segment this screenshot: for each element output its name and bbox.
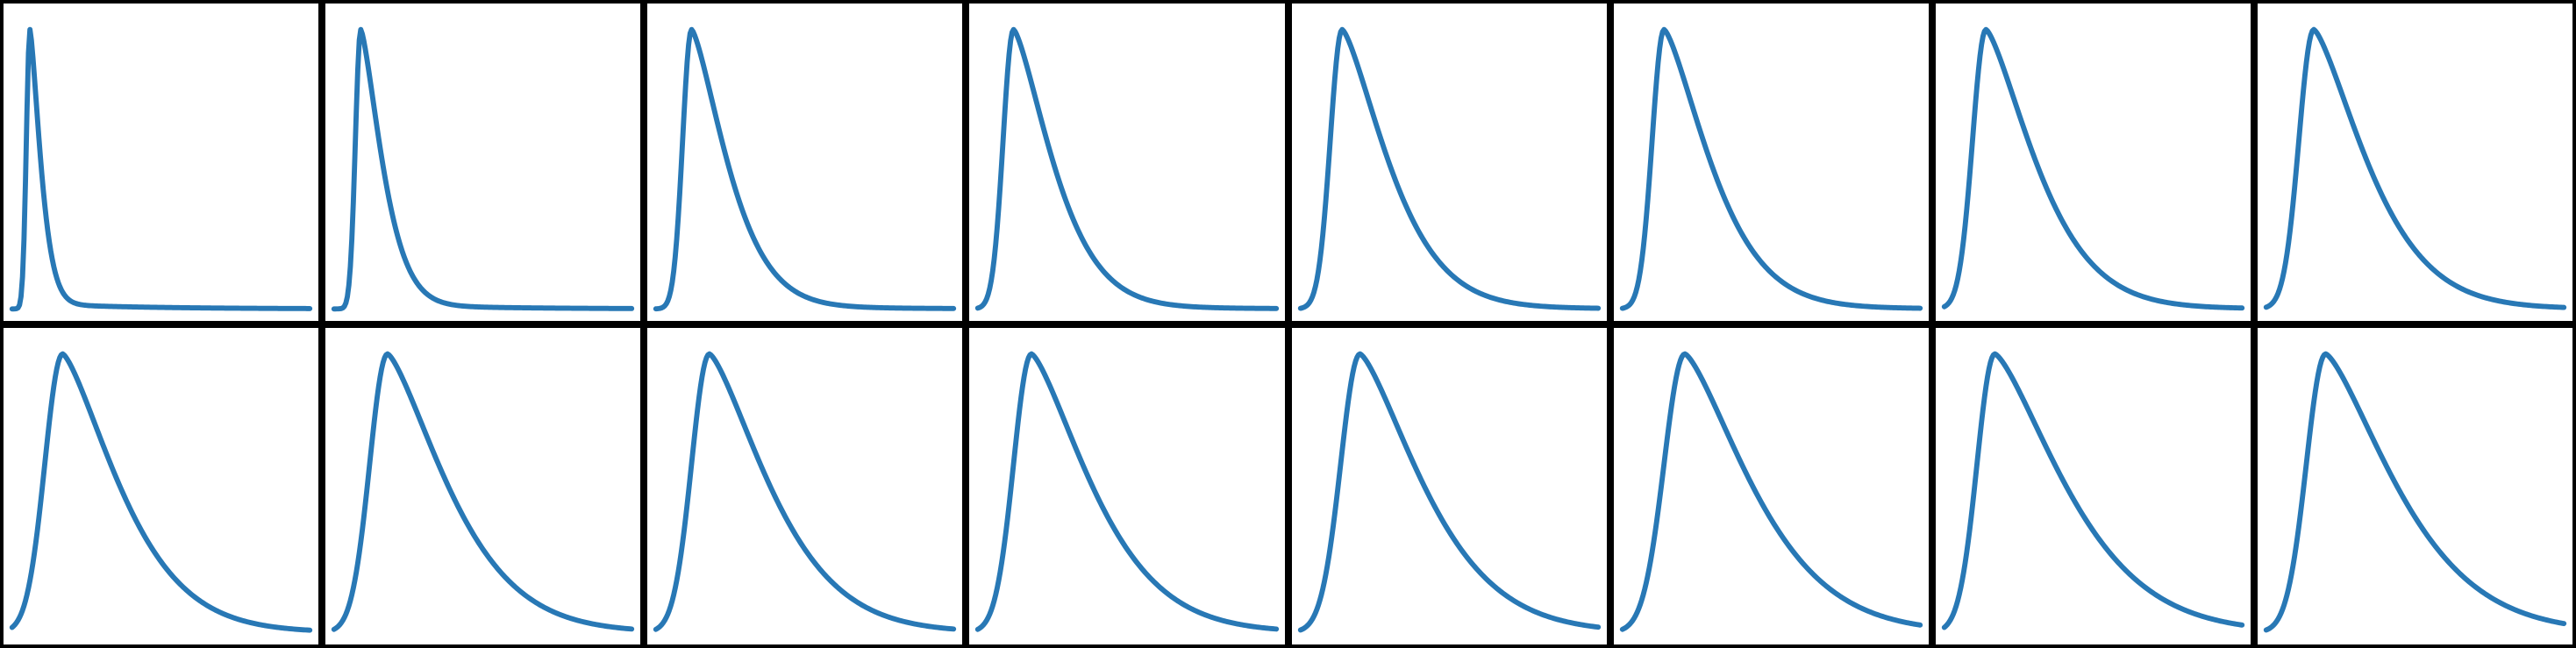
subplot-panel [0,324,322,648]
subplot-panel [1610,324,1932,648]
subplot-panel [966,324,1288,648]
subplot-svg [1941,351,2245,630]
series-line [1297,351,1602,633]
subplot-panel [322,324,644,648]
series-line [653,351,957,632]
subplot-panel [1288,324,1610,648]
subplot-panel [644,0,966,324]
subplot-panel [1288,0,1610,324]
subplot-panel [966,0,1288,324]
series-line [1297,26,1602,311]
subplot-svg [653,26,957,312]
subplot-svg [331,26,635,312]
subplot-svg [1619,26,1923,311]
subplot-panel [322,0,644,324]
series-line [974,26,1280,311]
subplot-svg [2263,351,2567,633]
subplot-svg [1297,26,1602,311]
series-line [9,26,313,312]
subplot-svg [1619,351,1923,632]
subplot-panel [2254,0,2576,324]
subplot-panel [2254,324,2576,648]
subplot-panel [1932,324,2254,648]
series-line [1619,26,1923,311]
series-line [974,351,1280,632]
subplot-svg [9,26,313,312]
series-line [1619,351,1923,632]
series-line [2263,26,2567,310]
subplot-svg [331,351,635,632]
series-line [331,351,635,632]
subplot-svg [9,351,313,633]
series-line [1941,26,2245,311]
series-line [331,26,635,312]
subplot-svg [1297,351,1602,633]
series-line [1941,351,2245,630]
subplot-panel [644,324,966,648]
subplot-panel [0,0,322,324]
subplot-svg [974,351,1280,632]
subplot-svg [974,26,1280,311]
subplot-svg [653,351,957,632]
series-line [9,351,313,633]
subplot-svg [2263,26,2567,310]
series-line [2263,351,2567,633]
subplot-svg [1941,26,2245,311]
subplot-panel [1932,0,2254,324]
subplot-panel [1610,0,1932,324]
series-line [653,26,957,312]
